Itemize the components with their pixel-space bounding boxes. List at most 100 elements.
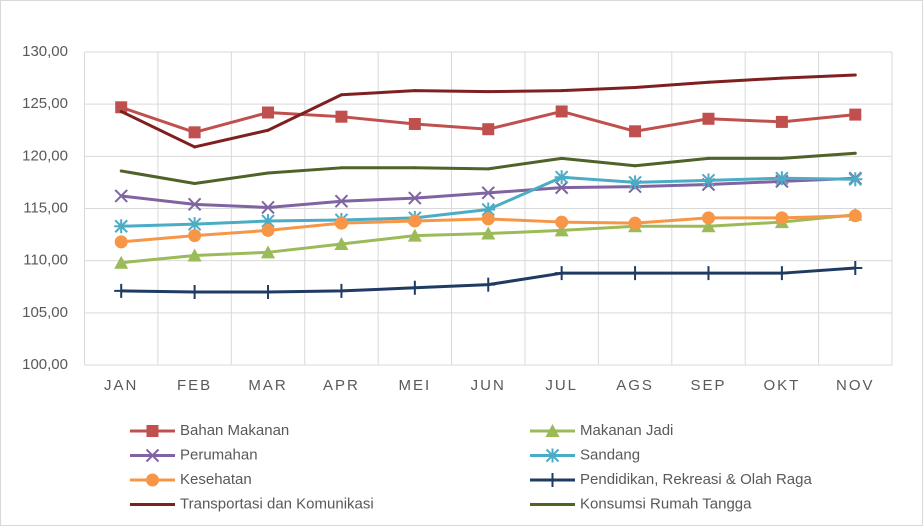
point (486, 167, 490, 171)
legend-label: Perumahan (180, 446, 258, 463)
marker (481, 202, 496, 217)
marker (262, 106, 275, 119)
y-tick-label: 120,00 (22, 147, 68, 164)
x-tick-label: NOV (836, 377, 875, 394)
marker (261, 200, 275, 215)
point (193, 181, 197, 185)
marker (554, 170, 569, 185)
series (114, 260, 863, 299)
point (706, 80, 710, 84)
legend-label: Konsumsi Rumah Tangga (580, 495, 752, 512)
marker (408, 117, 421, 130)
marker (145, 448, 160, 463)
x-tick-label: APR (323, 377, 360, 394)
marker (554, 180, 569, 195)
legend-label: Pendidikan, Rekreasi & Olah Raga (580, 471, 812, 488)
marker (334, 236, 349, 250)
point (560, 156, 564, 160)
marker (187, 248, 202, 262)
point (339, 93, 343, 97)
marker (114, 219, 129, 234)
point (780, 76, 784, 80)
marker (408, 191, 422, 205)
marker (701, 211, 715, 225)
marker (554, 223, 569, 237)
marker (545, 473, 560, 487)
point (560, 89, 564, 93)
legend-label: Makanan Jadi (580, 422, 673, 439)
marker (848, 260, 863, 275)
x-tick-label: SEP (690, 377, 726, 394)
point (853, 151, 857, 155)
x-tick-label: MAR (248, 377, 287, 394)
point (853, 73, 857, 77)
x-tick-label: AGS (616, 377, 654, 394)
marker (702, 112, 715, 125)
marker (261, 223, 275, 237)
point (706, 156, 710, 160)
marker (114, 255, 129, 269)
point (413, 89, 417, 93)
marker (146, 425, 159, 437)
marker (334, 283, 349, 298)
legend-label: Transportasi dan Komunikasi (180, 495, 374, 512)
marker (481, 186, 495, 200)
marker (334, 216, 348, 230)
x-tick-label: JAN (104, 377, 138, 394)
marker (261, 284, 276, 299)
y-tick-label: 105,00 (22, 304, 68, 321)
marker (545, 424, 560, 437)
marker (481, 212, 495, 226)
point (266, 171, 270, 175)
series (115, 101, 862, 139)
marker (629, 125, 642, 138)
point (633, 164, 637, 168)
series (119, 151, 857, 185)
marker (481, 226, 496, 240)
marker (701, 173, 716, 188)
legend-label: Kesehatan (180, 471, 252, 488)
point (119, 109, 123, 113)
point (119, 169, 123, 173)
series (114, 209, 862, 249)
marker (407, 280, 422, 295)
marker (188, 126, 201, 139)
marker (848, 209, 862, 223)
marker (628, 216, 642, 230)
marker (114, 235, 128, 249)
y-tick-label: 100,00 (22, 356, 68, 373)
marker (188, 229, 202, 243)
point (633, 85, 637, 89)
point (486, 90, 490, 94)
point (339, 166, 343, 170)
marker (261, 245, 276, 259)
marker (187, 284, 202, 299)
marker (146, 473, 159, 487)
marker (628, 266, 643, 281)
series (119, 73, 857, 149)
marker (775, 115, 788, 128)
point (780, 156, 784, 160)
marker (114, 189, 128, 203)
y-tick-label: 110,00 (23, 252, 68, 269)
legend-label: Bahan Makanan (180, 422, 289, 439)
point (266, 128, 270, 132)
marker (407, 228, 422, 242)
marker (481, 277, 496, 292)
marker (261, 214, 276, 229)
marker (408, 214, 422, 228)
marker (554, 266, 569, 281)
marker (545, 448, 560, 463)
point (193, 145, 197, 149)
marker (848, 172, 863, 187)
y-tick-label: 130,00 (22, 43, 68, 60)
marker (774, 266, 789, 281)
marker (701, 219, 716, 233)
x-tick-label: FEB (177, 377, 212, 394)
y-tick-label: 125,00 (22, 95, 68, 112)
x-tick-label: OKT (763, 377, 800, 394)
x-tick-label: JUN (471, 377, 506, 394)
marker (628, 175, 643, 190)
point (413, 166, 417, 170)
